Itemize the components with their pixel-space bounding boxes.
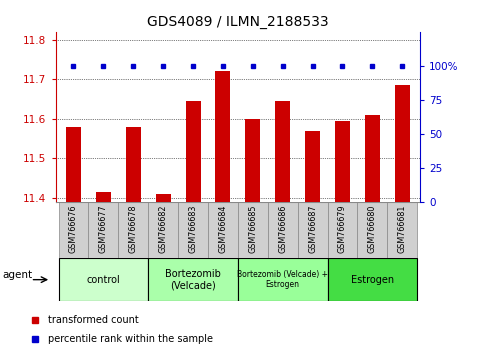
Bar [118,202,148,258]
Text: Bortezomib (Velcade) +
Estrogen: Bortezomib (Velcade) + Estrogen [237,270,328,289]
Bar [245,119,260,202]
Text: GSM766676: GSM766676 [69,205,78,253]
Bar [58,258,148,301]
Bar [298,202,327,258]
Bar [58,202,88,258]
Bar [148,258,238,301]
Bar [66,127,81,202]
Text: GSM766686: GSM766686 [278,205,287,253]
Bar [148,202,178,258]
Text: Bortezomib
(Velcade): Bortezomib (Velcade) [165,269,221,291]
Bar [215,72,230,202]
Bar [365,115,380,202]
Bar [327,258,417,301]
Bar [208,202,238,258]
Text: GSM766677: GSM766677 [99,205,108,253]
Text: control: control [86,275,120,285]
Text: GSM766687: GSM766687 [308,205,317,253]
Text: percentile rank within the sample: percentile rank within the sample [48,333,213,344]
Bar [268,202,298,258]
Bar [88,202,118,258]
Bar [238,258,327,301]
Bar [305,131,320,202]
Bar [335,121,350,202]
Text: GSM766684: GSM766684 [218,205,227,253]
Bar [395,85,410,202]
Bar [96,192,111,202]
Bar [387,202,417,258]
Text: GSM766678: GSM766678 [129,205,138,253]
Text: GSM766683: GSM766683 [188,205,198,253]
Text: GSM766685: GSM766685 [248,205,257,253]
Bar [178,202,208,258]
Text: GSM766679: GSM766679 [338,205,347,253]
Text: transformed count: transformed count [48,315,139,325]
Bar [357,202,387,258]
Bar [126,127,141,202]
Title: GDS4089 / ILMN_2188533: GDS4089 / ILMN_2188533 [147,16,329,29]
Text: GSM766682: GSM766682 [158,205,168,253]
Bar [327,202,357,258]
Text: Estrogen: Estrogen [351,275,394,285]
Text: agent: agent [3,270,33,280]
Bar [238,202,268,258]
Text: GSM766681: GSM766681 [398,205,407,253]
Text: GSM766680: GSM766680 [368,205,377,253]
Bar [275,101,290,202]
Bar [185,101,200,202]
Bar [156,194,170,202]
